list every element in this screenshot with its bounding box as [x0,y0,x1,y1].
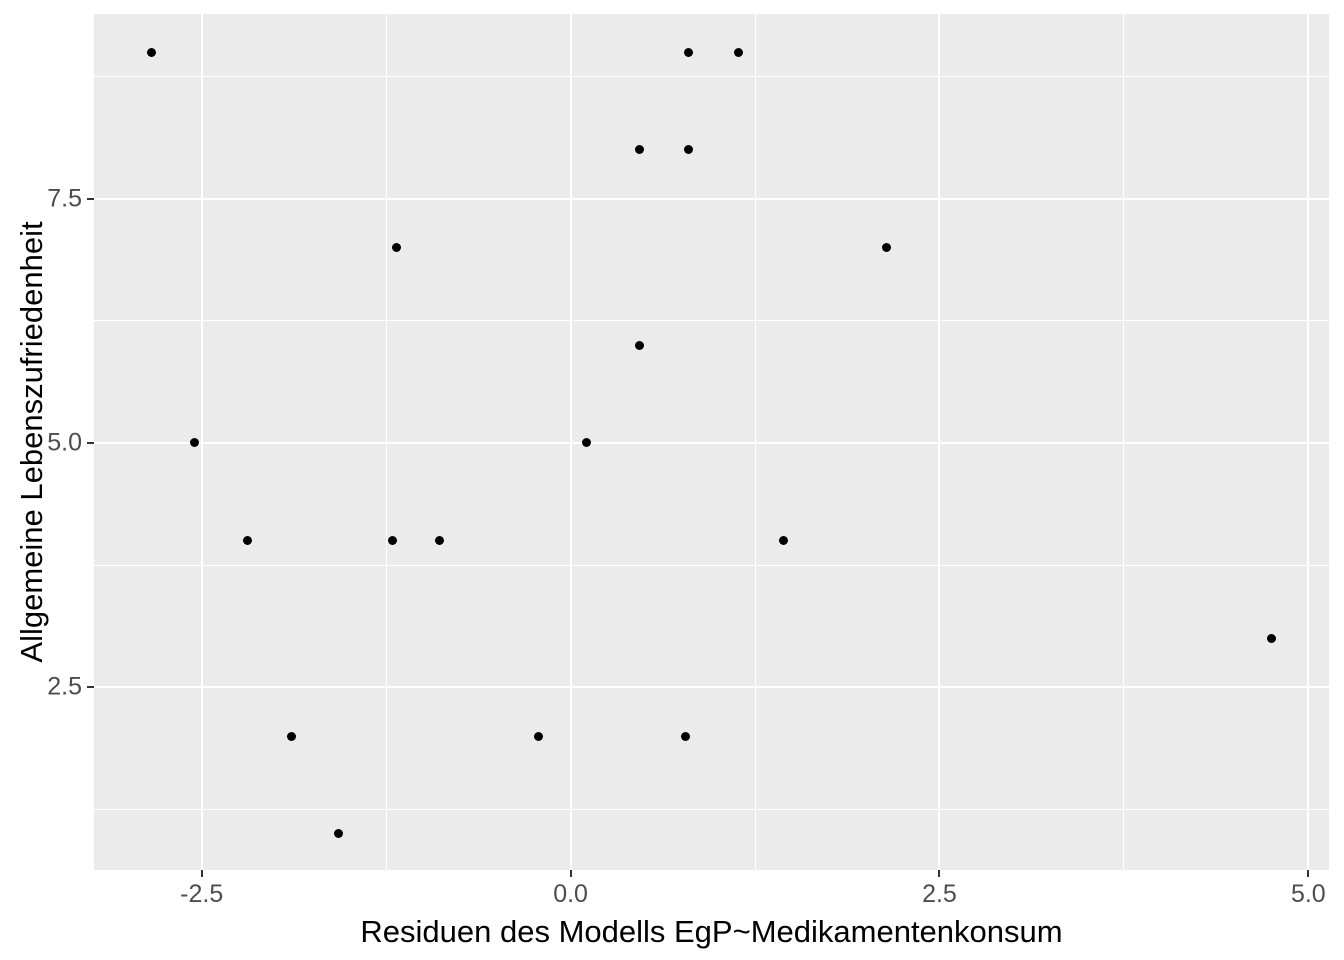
data-point [734,47,744,57]
x-tick-mark [569,870,572,877]
data-point [1266,633,1276,643]
data-point [635,145,645,155]
y-minor-gridline [94,808,1329,810]
x-tick-label: 0.0 [553,880,588,908]
data-point [881,243,891,253]
data-point [635,340,645,350]
plot-panel [94,14,1329,870]
x-tick-mark [200,870,203,877]
x-tick-label: -2.5 [180,880,224,908]
data-point [147,47,157,57]
data-point [582,438,592,448]
y-minor-gridline [94,564,1329,566]
y-major-gridline [94,686,1329,689]
y-minor-gridline [94,320,1329,322]
data-point [434,536,444,546]
y-tick-mark [87,197,94,200]
data-point [533,731,543,741]
y-axis-title: Allgemeine Lebenszufriedenheit [14,221,49,663]
x-axis-title: Residuen des Modells EgP~Medikamentenkon… [360,914,1063,949]
y-tick-label: 7.5 [47,184,82,213]
data-point [684,47,694,57]
y-tick-mark [87,686,94,689]
y-tick-mark [87,441,94,444]
y-major-gridline [94,197,1329,200]
data-point [334,829,344,839]
y-minor-gridline [94,76,1329,78]
data-point [391,243,401,253]
data-point [287,731,297,741]
data-point [387,536,397,546]
x-tick-mark [938,870,941,877]
y-tick-label: 2.5 [47,672,82,701]
y-tick-label: 5.0 [47,428,82,457]
x-tick-label: 2.5 [922,880,957,908]
data-point [189,438,199,448]
data-point [242,536,252,546]
x-tick-label: 5.0 [1290,880,1326,908]
x-tick-mark [1307,870,1310,877]
y-major-gridline [94,441,1329,444]
data-point [684,145,694,155]
data-point [681,731,691,741]
data-point [778,536,788,546]
